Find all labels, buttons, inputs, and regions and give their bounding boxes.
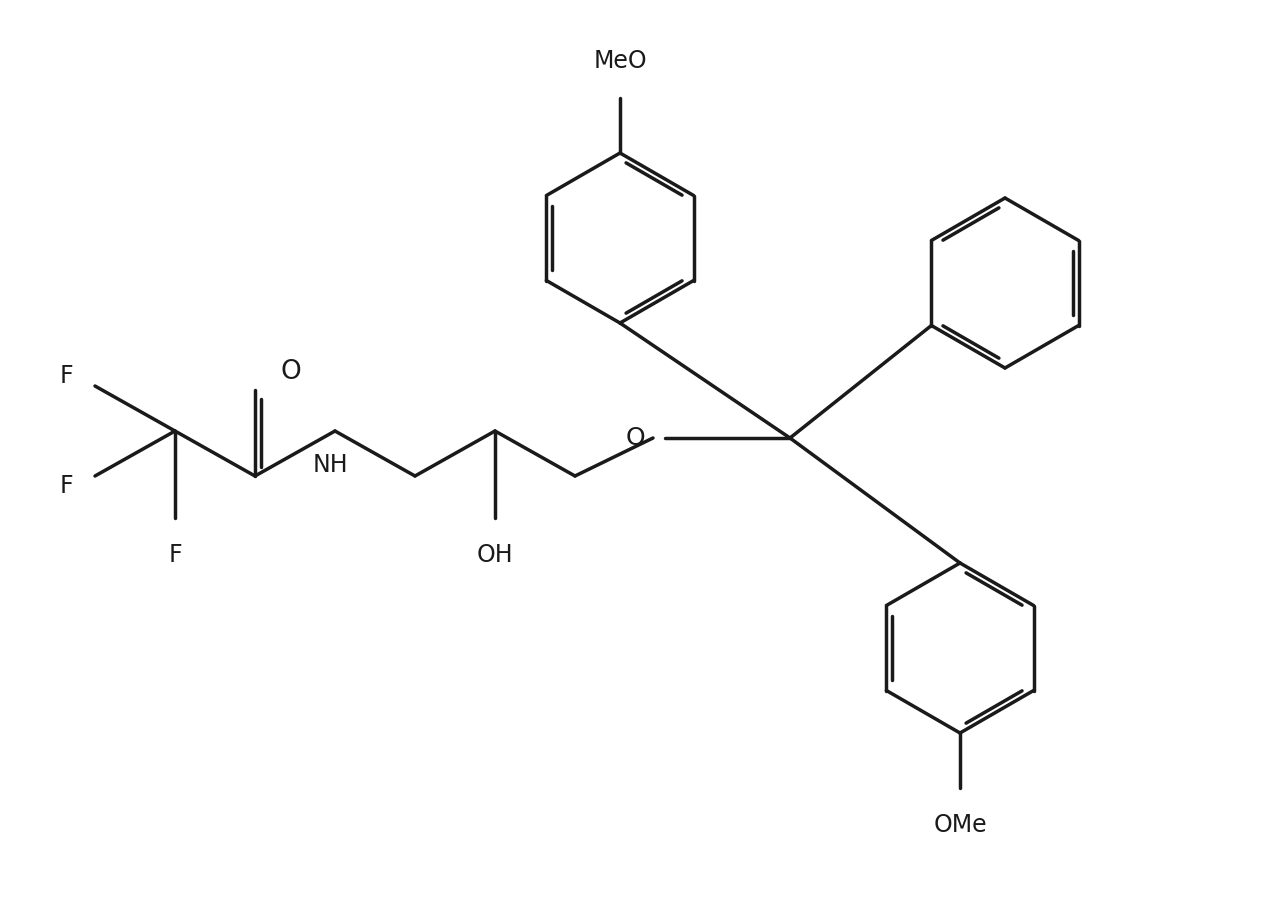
Text: F: F: [168, 543, 182, 567]
Text: OMe: OMe: [933, 813, 987, 837]
Text: MeO: MeO: [593, 49, 646, 73]
Text: O: O: [625, 426, 645, 450]
Text: OH: OH: [476, 543, 513, 567]
Text: NH: NH: [312, 453, 348, 477]
Text: F: F: [60, 474, 72, 498]
Text: F: F: [60, 364, 72, 388]
Text: O: O: [279, 359, 301, 385]
